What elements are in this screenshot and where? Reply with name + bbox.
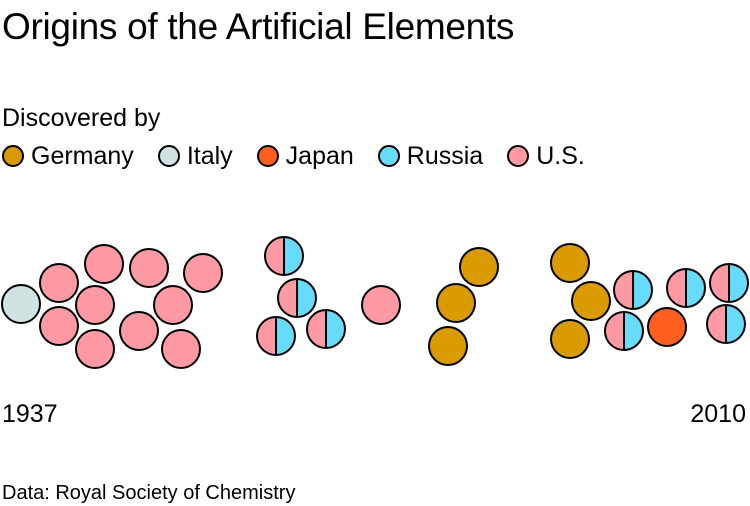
element-half-right — [284, 237, 303, 275]
legend-item-u-s: U.S. — [507, 140, 585, 172]
element-marker-u-s — [161, 329, 201, 369]
element-half-right — [633, 271, 652, 309]
legend-swatch — [377, 145, 400, 167]
element-outline — [666, 268, 706, 308]
element-marker-u-s-russia — [306, 309, 346, 349]
start-year-label: 1937 — [2, 400, 58, 428]
element-marker-u-s — [75, 329, 115, 369]
element-marker-u-s — [153, 285, 193, 325]
element-circle — [428, 326, 468, 366]
legend-item-russia: Russia — [377, 140, 484, 172]
element-half-left — [667, 269, 686, 307]
element-marker-germany — [550, 243, 590, 283]
element-marker-u-s-russia — [277, 278, 317, 318]
chart-title: Origins of the Artificial Elements — [2, 6, 515, 47]
element-outline — [613, 270, 653, 310]
element-half-left — [605, 312, 624, 350]
element-circle — [361, 285, 401, 325]
element-half-left — [257, 317, 276, 355]
legend-label: Italy — [186, 142, 233, 170]
element-marker-u-s-russia — [256, 316, 296, 356]
element-circle — [84, 244, 124, 284]
element-marker-germany — [459, 247, 499, 287]
element-half-left — [710, 264, 729, 302]
element-marker-u-s-russia — [604, 311, 644, 351]
element-marker-u-s-russia — [666, 268, 706, 308]
element-circle — [75, 285, 115, 325]
element-circle — [183, 253, 223, 293]
element-half-right — [276, 317, 295, 355]
element-circle — [436, 283, 476, 323]
element-circle — [161, 329, 201, 369]
element-circle — [39, 263, 79, 303]
element-half-right — [326, 310, 345, 348]
legend: Germany Italy Japan Russia U.S. — [2, 139, 742, 173]
element-circle — [571, 281, 611, 321]
legend-label: Germany — [31, 142, 134, 170]
element-outline — [256, 316, 296, 356]
element-marker-u-s — [119, 311, 159, 351]
source-note: Data: Royal Society of Chemistry — [2, 482, 296, 504]
element-marker-italy — [1, 284, 41, 324]
element-marker-germany — [550, 319, 590, 359]
element-marker-u-s-russia — [264, 236, 304, 276]
legend-swatch — [2, 145, 24, 167]
element-marker-u-s — [39, 263, 79, 303]
element-circle — [1, 284, 41, 324]
element-half-left — [265, 237, 284, 275]
element-marker-u-s — [39, 306, 79, 346]
element-circle — [550, 243, 590, 283]
element-circle — [75, 329, 115, 369]
element-outline — [306, 309, 346, 349]
legend-label: U.S. — [536, 142, 585, 170]
element-marker-germany — [436, 283, 476, 323]
element-marker-u-s-russia — [613, 270, 653, 310]
legend-swatch — [507, 145, 530, 167]
legend-swatch — [256, 145, 279, 167]
element-marker-u-s-russia — [709, 263, 749, 303]
element-circle — [459, 247, 499, 287]
legend-item-germany: Germany — [2, 140, 134, 172]
element-marker-japan — [647, 307, 687, 347]
element-half-left — [614, 271, 633, 309]
element-half-right — [726, 305, 745, 343]
element-half-left — [278, 279, 297, 317]
element-half-right — [729, 264, 748, 302]
element-marker-u-s — [129, 248, 169, 288]
element-half-right — [624, 312, 643, 350]
end-year-label: 2010 — [690, 400, 746, 428]
element-outline — [709, 263, 749, 303]
element-marker-germany — [571, 281, 611, 321]
legend-label: Russia — [406, 142, 484, 170]
element-outline — [706, 304, 746, 344]
element-marker-u-s — [361, 285, 401, 325]
element-circle — [550, 319, 590, 359]
element-half-left — [307, 310, 326, 348]
element-half-left — [707, 305, 726, 343]
element-marker-u-s — [75, 285, 115, 325]
element-marker-u-s — [183, 253, 223, 293]
element-circle — [39, 306, 79, 346]
element-outline — [264, 236, 304, 276]
element-outline — [604, 311, 644, 351]
element-marker-germany — [428, 326, 468, 366]
legend-title: Discovered by — [2, 104, 161, 132]
element-outline — [277, 278, 317, 318]
element-half-right — [297, 279, 316, 317]
element-marker-u-s — [84, 244, 124, 284]
element-marker-u-s-russia — [706, 304, 746, 344]
element-circle — [129, 248, 169, 288]
legend-item-japan: Japan — [256, 140, 354, 172]
element-half-right — [686, 269, 705, 307]
legend-item-italy: Italy — [157, 140, 233, 172]
legend-swatch — [157, 145, 180, 167]
element-circle — [647, 307, 687, 347]
element-circle — [153, 285, 193, 325]
element-circle — [119, 311, 159, 351]
legend-label: Japan — [285, 142, 354, 170]
